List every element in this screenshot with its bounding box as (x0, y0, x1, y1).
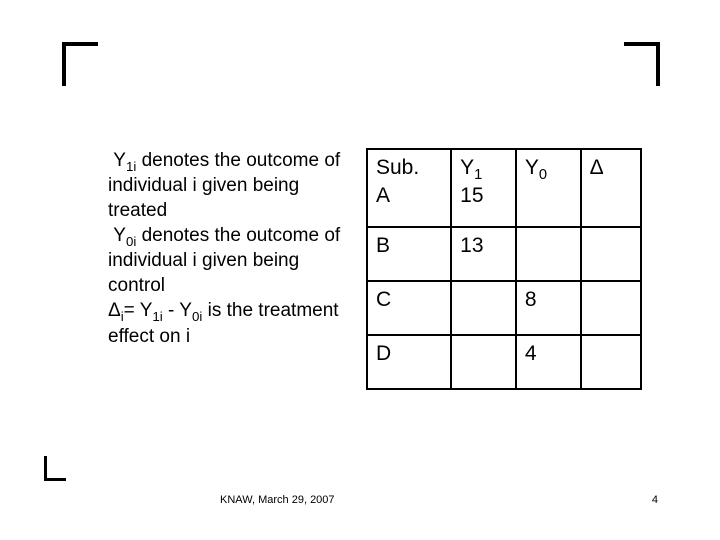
footer-left: KNAW, March 29, 2007 (220, 494, 335, 506)
delta-mid: = Y (124, 300, 153, 321)
cell-y1 (451, 335, 516, 389)
cell-d (581, 227, 641, 281)
cell-sub: B (367, 227, 451, 281)
y0i-var: Y (113, 225, 126, 246)
footer-page-number: 4 (652, 494, 658, 506)
y0i-sub: 0i (126, 234, 136, 249)
cell-y0 (516, 227, 581, 281)
bracket-top-left-v (62, 42, 66, 86)
cell-d (581, 335, 641, 389)
table-row: D 4 (367, 335, 641, 389)
hdr-sub-label: Sub. (376, 156, 419, 179)
def-y1i: Y1i denotes the outcome of individual i … (108, 148, 348, 223)
table-row: B 13 (367, 227, 641, 281)
cell-y0: 8 (516, 281, 581, 335)
bracket-top-left-h (62, 42, 98, 46)
delta-pre: Δ (108, 300, 121, 321)
hdr-y0-var: Y (525, 156, 539, 179)
def-delta: Δi= Y1i - Y0i is the treatment effect on… (108, 298, 348, 348)
delta-sub3: 0i (192, 309, 202, 324)
y1i-var: Y (113, 150, 126, 171)
bracket-bottom-left-v (44, 456, 47, 481)
delta-sub2: 1i (152, 309, 162, 324)
bracket-top-right-h (624, 42, 660, 46)
content-area: Y1i denotes the outcome of individual i … (108, 148, 648, 390)
bracket-top-right-v (656, 42, 660, 86)
bracket-bottom-left-h (44, 478, 66, 481)
delta-mid2: - Y (163, 300, 192, 321)
y0i-rest: denotes the outcome of individual i give… (108, 225, 340, 296)
hdr-y0: Y0 (516, 149, 581, 227)
hdr-y1-sub: 1 (474, 167, 482, 183)
outcomes-table-wrap: Sub. A Y1 15 Y0 Δ B 13 (366, 148, 648, 390)
outcomes-table: Sub. A Y1 15 Y0 Δ B 13 (366, 148, 642, 390)
y1i-sub: 1i (126, 159, 136, 174)
hdr-y0-sub: 0 (539, 167, 547, 183)
cell-d (581, 281, 641, 335)
cell-y1 (451, 281, 516, 335)
slide: Y1i denotes the outcome of individual i … (0, 0, 720, 540)
table-header-row: Sub. A Y1 15 Y0 Δ (367, 149, 641, 227)
hdr-sub: Sub. A (367, 149, 451, 227)
table-row: C 8 (367, 281, 641, 335)
row-a-sub: A (376, 184, 442, 208)
cell-y0: 4 (516, 335, 581, 389)
definitions-text: Y1i denotes the outcome of individual i … (108, 148, 348, 390)
hdr-delta-label: Δ (590, 156, 604, 179)
y1i-rest: denotes the outcome of individual i give… (108, 150, 340, 221)
hdr-y1-var: Y (460, 156, 474, 179)
cell-y1: 13 (451, 227, 516, 281)
hdr-y1: Y1 15 (451, 149, 516, 227)
row-a-y1: 15 (460, 184, 507, 208)
cell-sub: D (367, 335, 451, 389)
def-y0i: Y0i denotes the outcome of individual i … (108, 223, 348, 298)
cell-sub: C (367, 281, 451, 335)
hdr-delta: Δ (581, 149, 641, 227)
